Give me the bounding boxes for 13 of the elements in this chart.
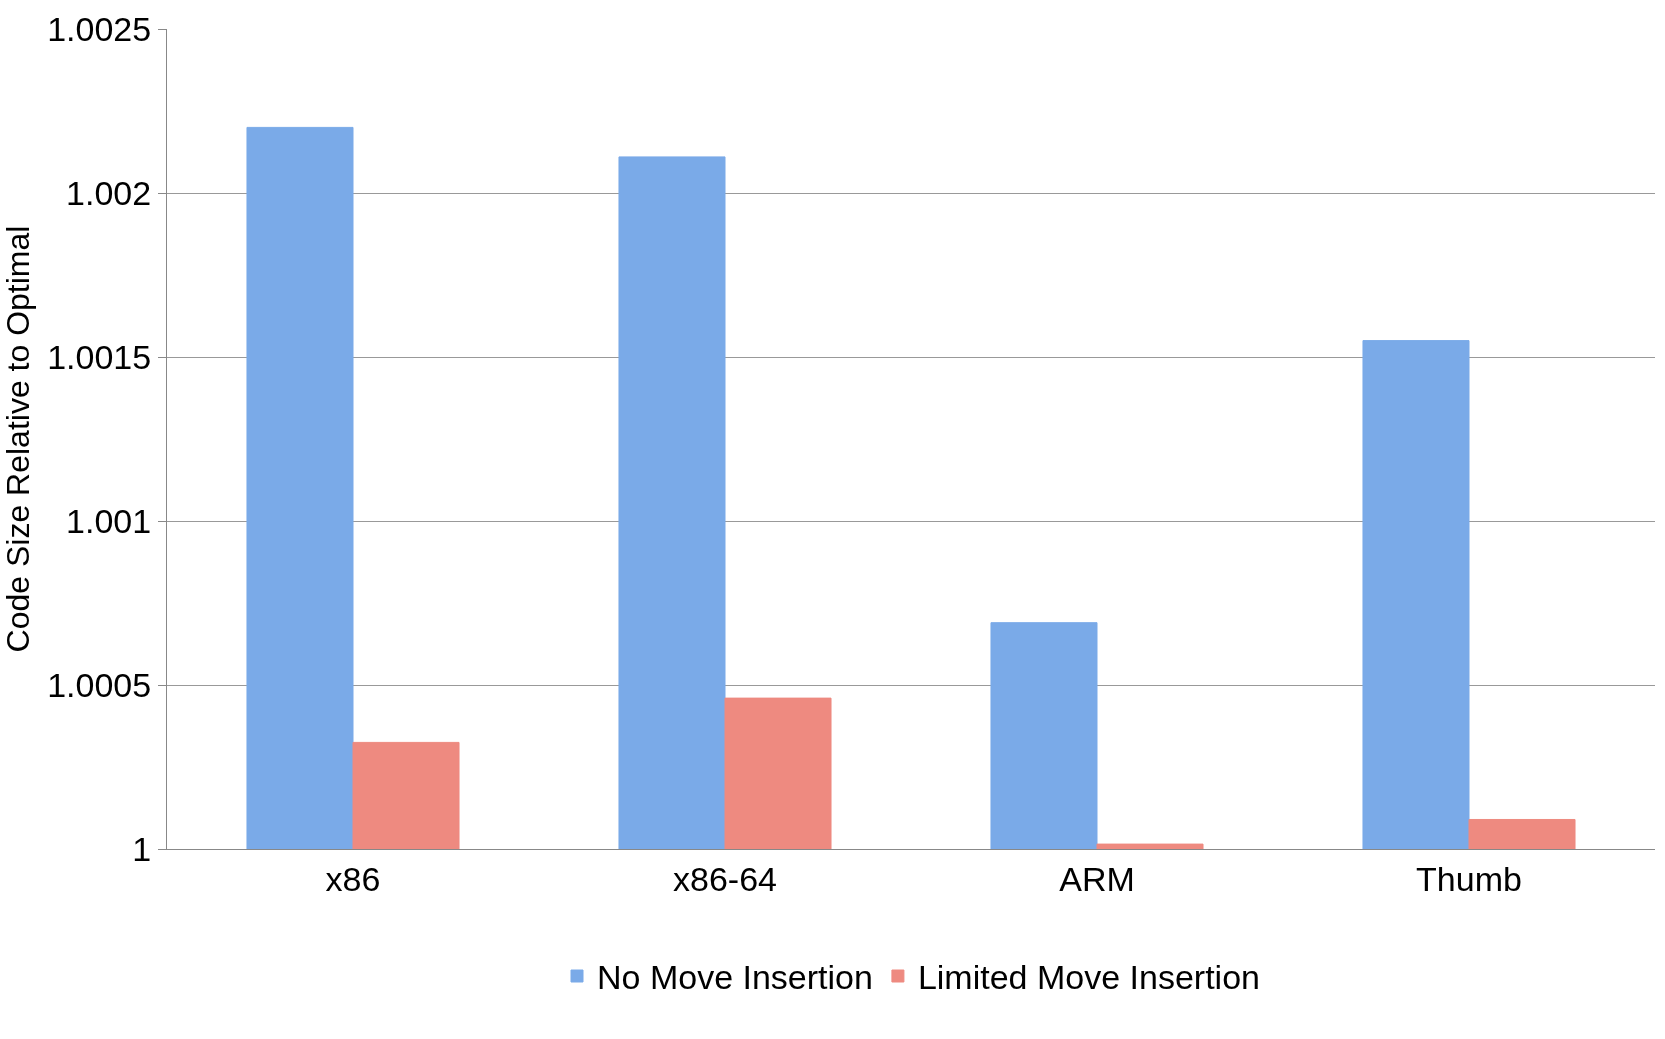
x-tick-label: x86-64 xyxy=(673,859,777,898)
x-tick-label: x86 xyxy=(325,859,381,898)
x-tick-label: ARM xyxy=(1059,859,1135,898)
y-tick-label: 1.001 xyxy=(66,501,152,540)
legend-label: Limited Move Insertion xyxy=(917,958,1260,997)
x-tick-label: Thumb xyxy=(1416,859,1522,898)
y-tick-label: 1 xyxy=(132,829,152,868)
y-tick-label: 1.0025 xyxy=(47,9,152,48)
y-tick-label: 1.0005 xyxy=(47,665,152,704)
y-tick-label: 1.002 xyxy=(66,173,152,212)
y-tick-label: 1.0015 xyxy=(47,337,152,376)
legend-label: No Move Insertion xyxy=(597,958,873,997)
y-axis-title: Code Size Relative to Optimal xyxy=(0,225,36,653)
